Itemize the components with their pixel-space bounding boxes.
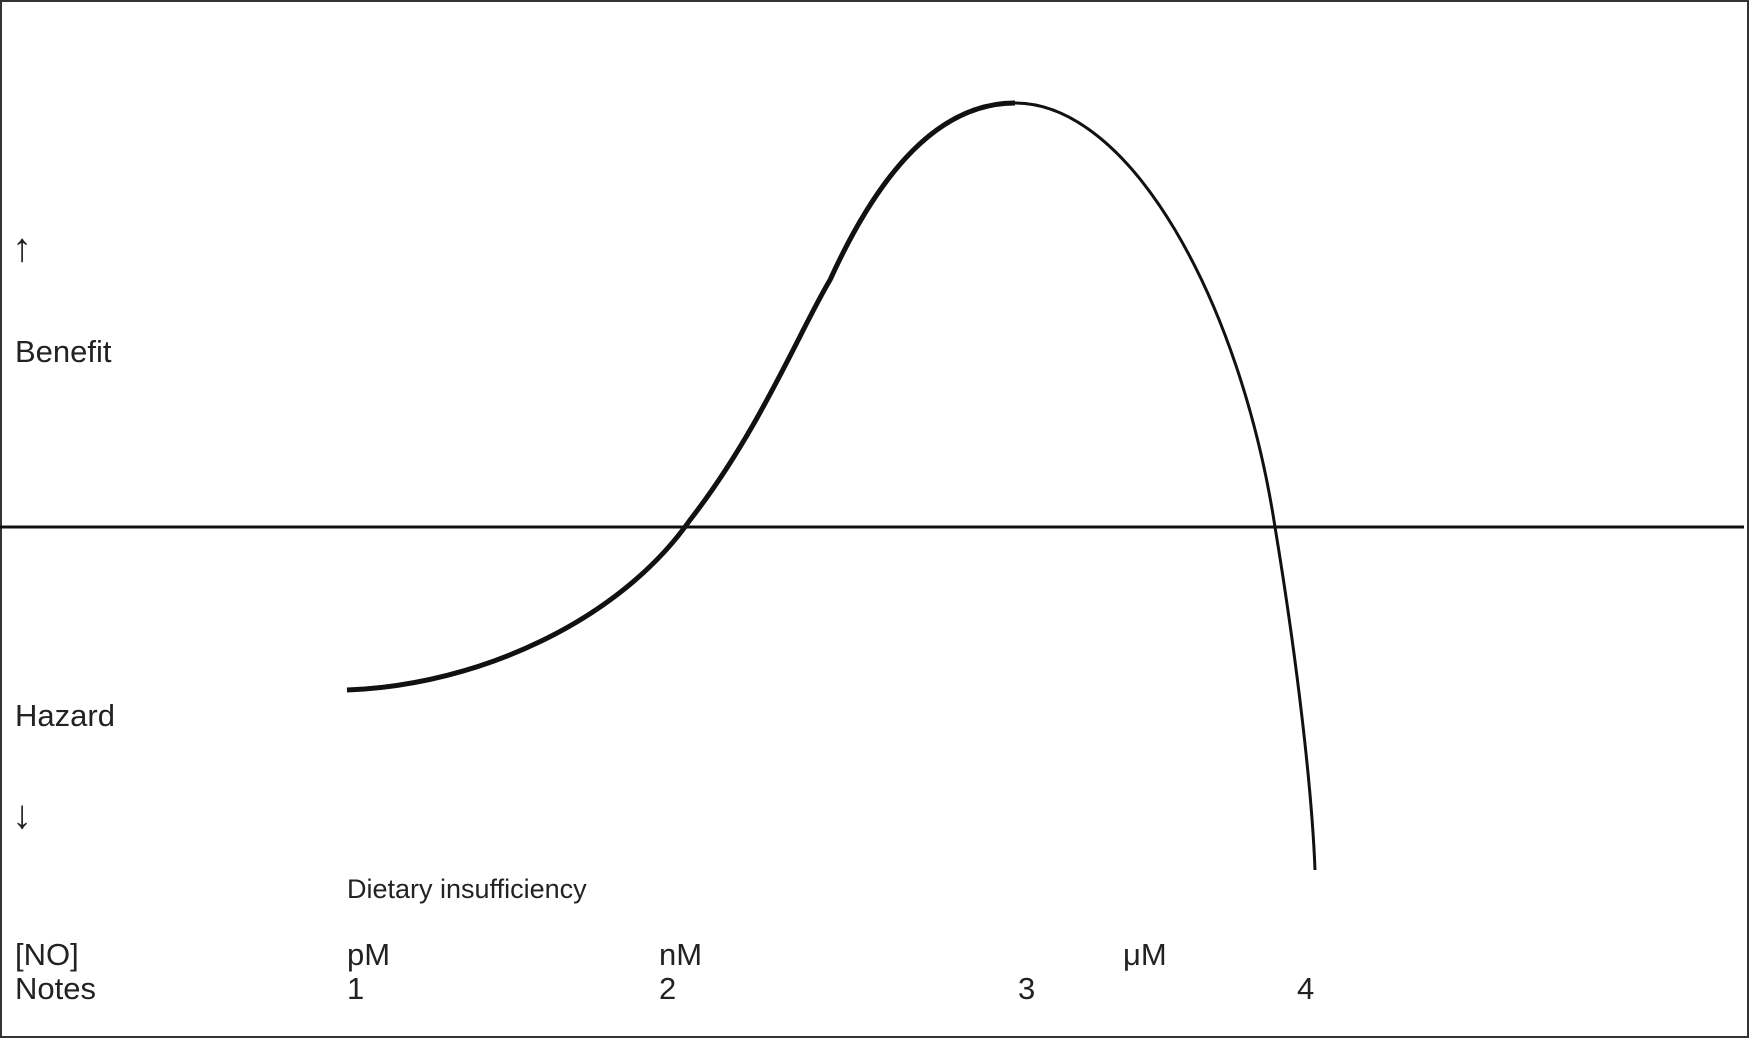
up-arrow: ↑ [12, 226, 32, 270]
concentration-row-label: [NO] [15, 937, 79, 972]
concentration-pM: pM [347, 937, 391, 972]
dietary-insufficiency-label: Dietary insufficiency [347, 874, 587, 904]
note-3: 3 [1018, 971, 1036, 1006]
notes-row-label: Notes [15, 971, 96, 1006]
benefit-hazard-curve-falling [1014, 101, 1317, 871]
note-2: 2 [659, 971, 677, 1006]
concentration-uM: μM [1123, 937, 1167, 972]
down-arrow: ↓ [12, 793, 32, 837]
benefit-label: Benefit [15, 334, 112, 369]
concentration-nM: nM [659, 937, 703, 972]
hazard-label: Hazard [15, 698, 115, 733]
benefit-hazard-curve-rising [346, 100, 1016, 693]
note-4: 4 [1297, 971, 1315, 1006]
note-1: 1 [347, 971, 365, 1006]
